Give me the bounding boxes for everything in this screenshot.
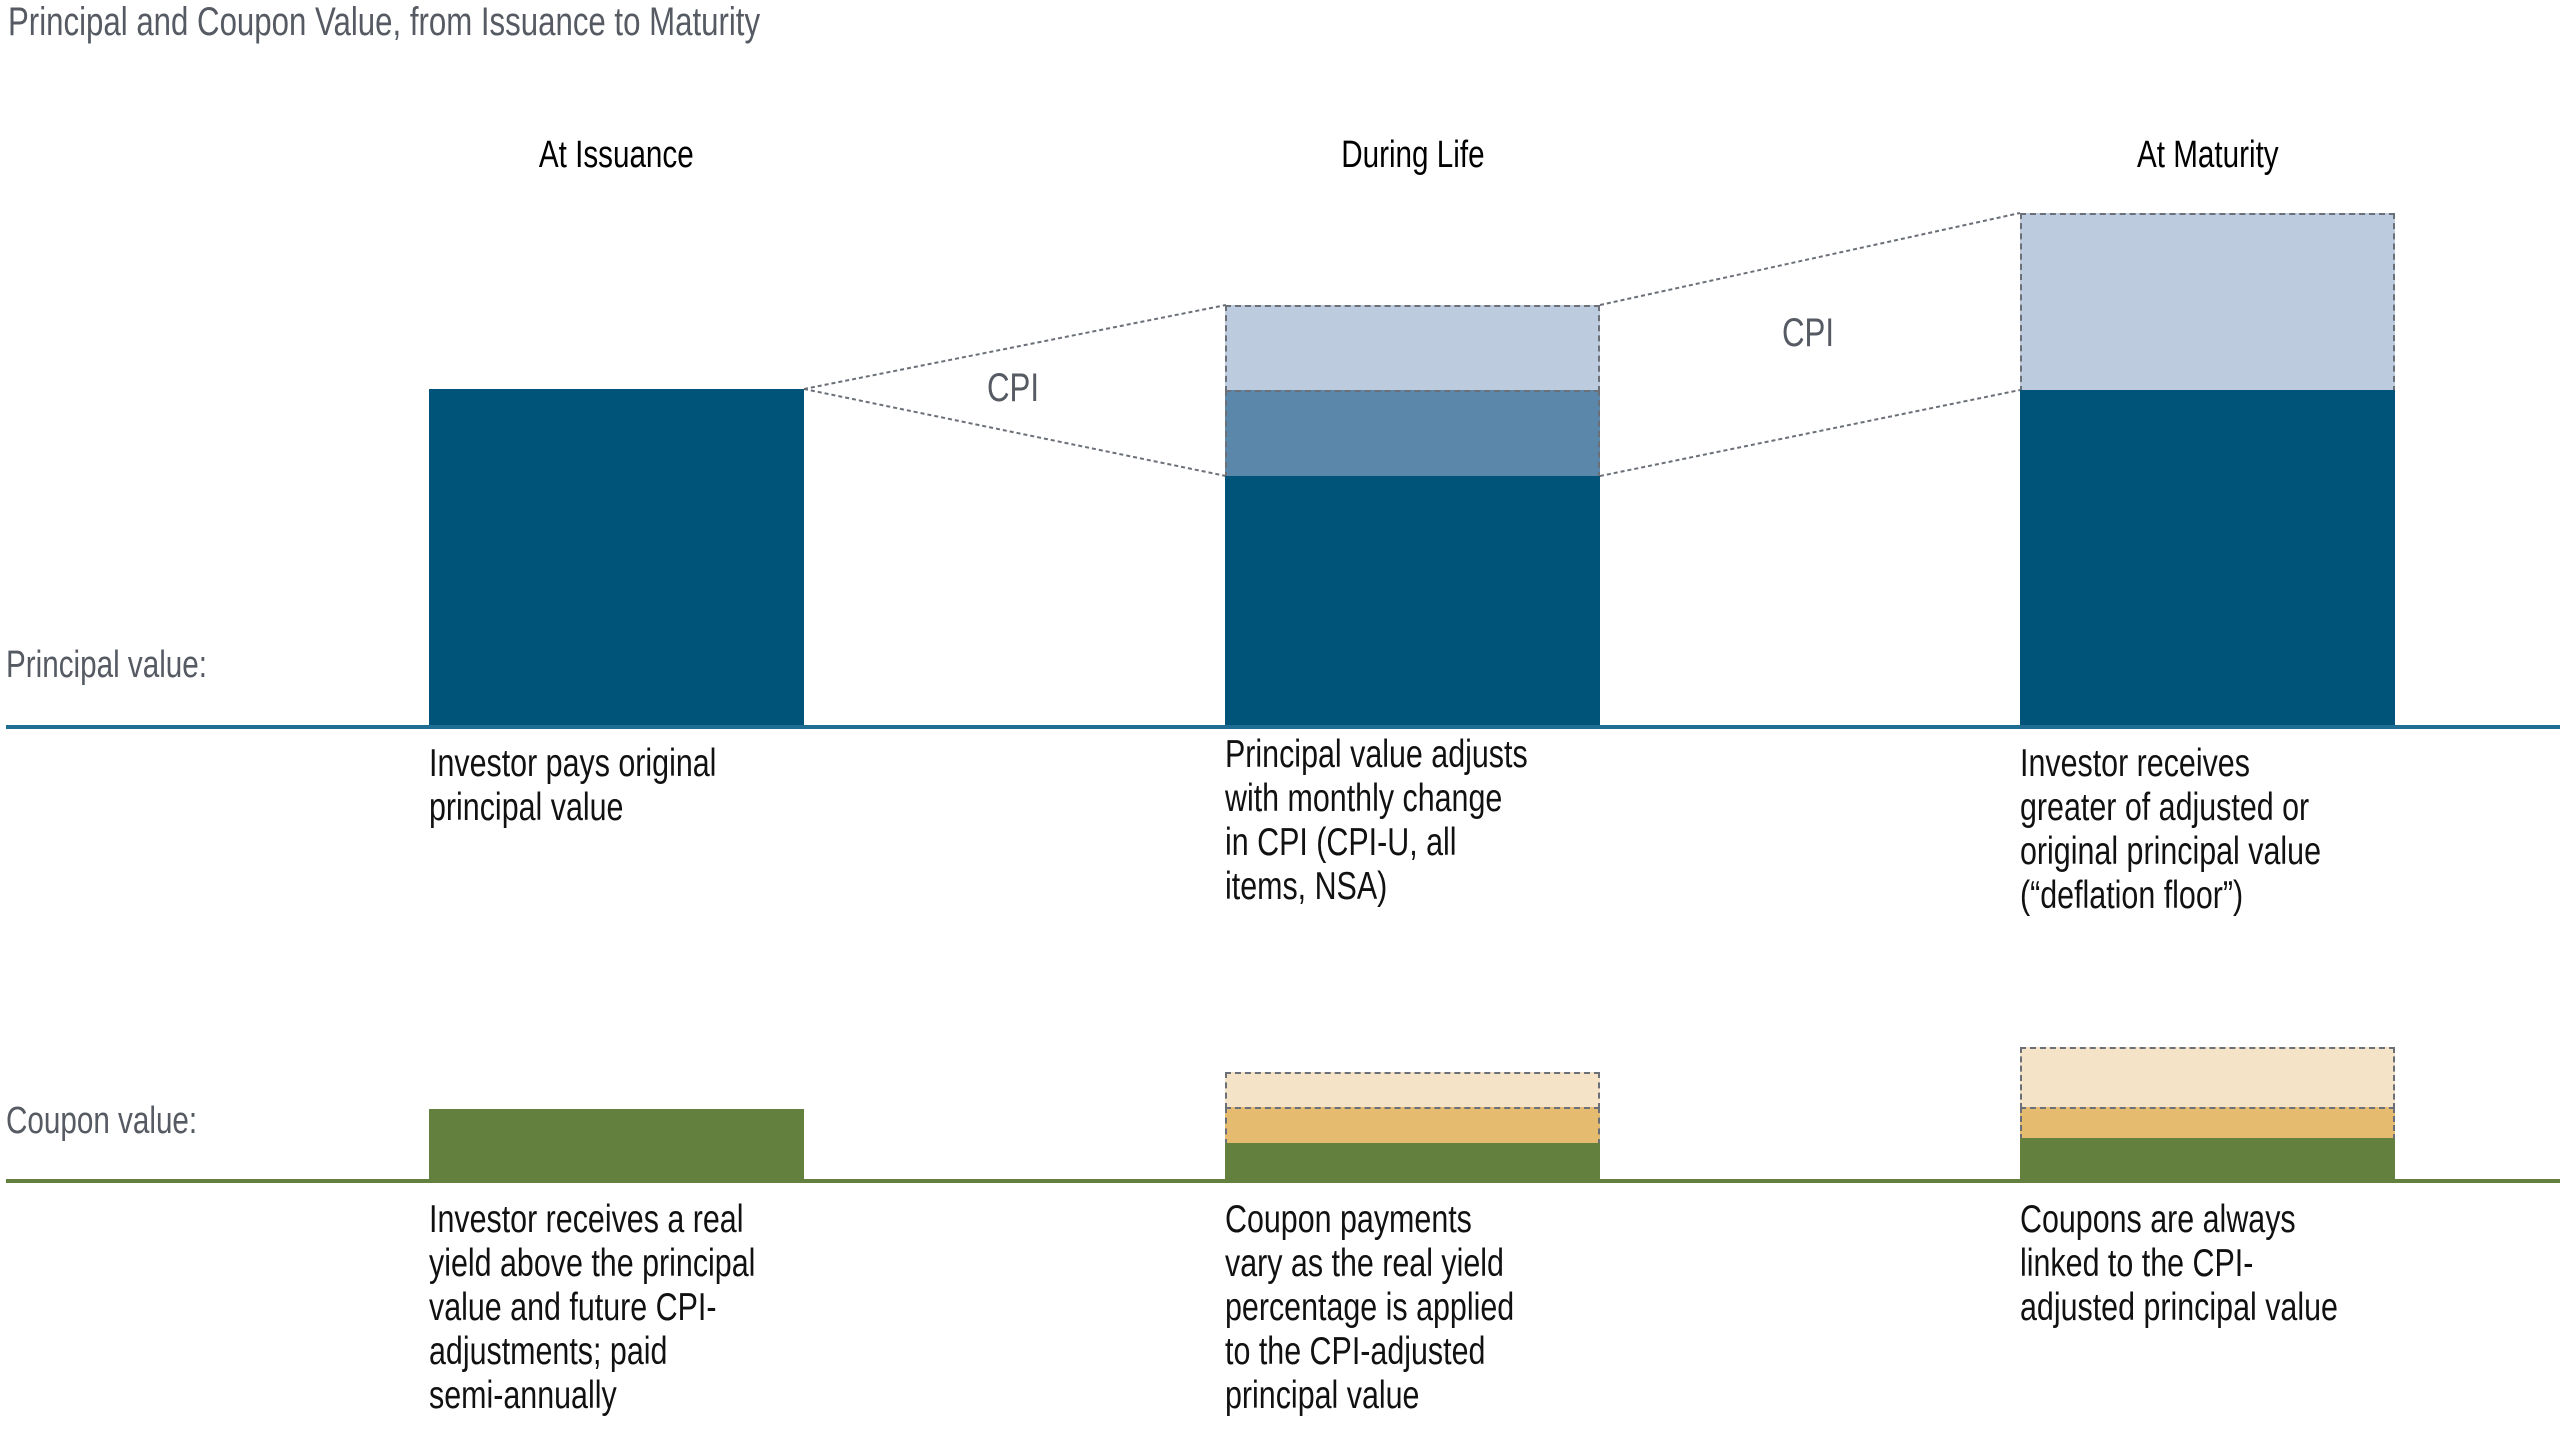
coupon-bar-maturity-realized (2020, 1107, 2395, 1140)
chart-title: Principal and Coupon Value, from Issuanc… (8, 0, 761, 44)
coupon-bar-issuance (429, 1109, 804, 1180)
coupon-bar-during-life-realized (1225, 1107, 1600, 1145)
principal-axis-line (6, 725, 2560, 729)
principal-bar-issuance (429, 389, 804, 726)
column-heading-maturity: At Maturity (2136, 134, 2279, 176)
column-heading-during-life: During Life (1340, 134, 1485, 176)
coupon-description-during-life: Coupon payments vary as the real yield p… (1225, 1198, 1515, 1417)
principal-bar-maturity-original (2020, 390, 2395, 726)
coupon-description-maturity: Coupons are always linked to the CPI- ad… (2020, 1198, 2338, 1329)
principal-description-during-life: Principal value adjusts with monthly cha… (1225, 733, 1528, 908)
principal-description-maturity: Investor receives greater of adjusted or… (2020, 742, 2321, 917)
coupon-bar-during-life-potential (1225, 1072, 1600, 1109)
coupon-description-issuance: Investor receives a real yield above the… (429, 1198, 756, 1417)
column-heading-issuance: At Issuance (539, 134, 694, 176)
coupon-row-label: Coupon value: (6, 1100, 198, 1142)
principal-description-issuance: Investor pays original principal value (429, 742, 717, 829)
coupon-axis-line (6, 1179, 2560, 1183)
coupon-bar-maturity-real-yield (2020, 1138, 2395, 1180)
principal-bar-during-life-realized-cpi (1225, 390, 1600, 478)
cpi-annotation-1: CPI (987, 366, 1040, 410)
cpi-annotation-2: CPI (1782, 311, 1835, 355)
principal-bar-during-life-original (1225, 476, 1600, 726)
coupon-bar-maturity-potential (2020, 1047, 2395, 1109)
principal-row-label: Principal value: (6, 644, 207, 686)
principal-bar-maturity-cpi (2020, 213, 2395, 392)
coupon-bar-during-life-real-yield (1225, 1143, 1600, 1180)
principal-bar-during-life-potential-cpi (1225, 305, 1600, 392)
